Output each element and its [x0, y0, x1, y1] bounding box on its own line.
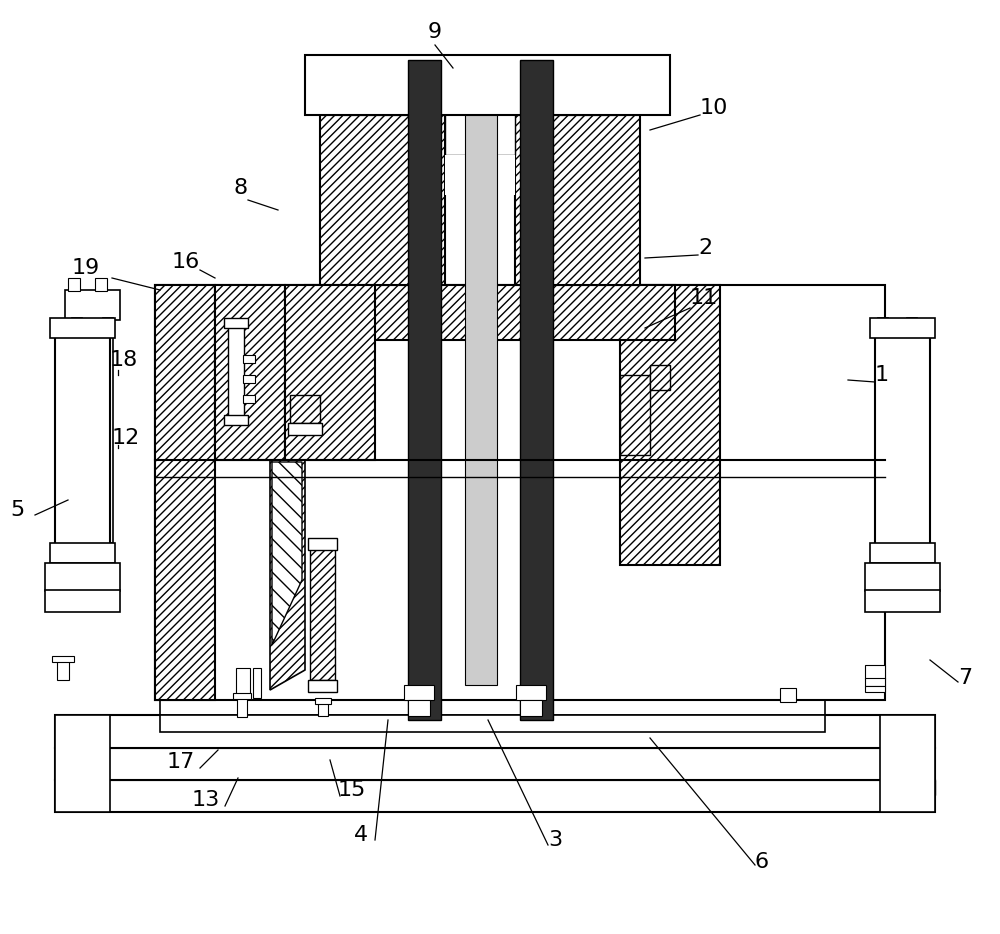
Bar: [865, 686, 885, 692]
Text: 17: 17: [167, 752, 195, 772]
Bar: [620, 375, 650, 455]
Bar: [50, 543, 115, 563]
Bar: [160, 715, 825, 732]
Bar: [50, 318, 115, 338]
Bar: [650, 365, 670, 390]
Bar: [55, 715, 935, 748]
Text: 15: 15: [338, 780, 366, 800]
Bar: [233, 693, 251, 699]
Text: 5: 5: [11, 500, 25, 520]
Text: 3: 3: [548, 830, 562, 850]
Bar: [465, 115, 497, 685]
Text: 9: 9: [428, 22, 442, 42]
Bar: [305, 285, 675, 340]
Bar: [865, 590, 940, 612]
Bar: [160, 698, 825, 715]
Bar: [520, 700, 542, 716]
Bar: [865, 563, 940, 591]
Bar: [318, 700, 328, 716]
Bar: [55, 748, 935, 780]
Text: 13: 13: [192, 790, 220, 810]
Bar: [103, 318, 113, 543]
Bar: [404, 685, 434, 700]
Bar: [865, 678, 885, 686]
Bar: [155, 285, 885, 700]
Text: 12: 12: [112, 428, 140, 448]
Bar: [55, 780, 90, 795]
Bar: [880, 715, 935, 812]
Bar: [875, 335, 930, 545]
Bar: [57, 658, 69, 680]
Bar: [224, 415, 248, 425]
Text: 18: 18: [110, 350, 138, 370]
Bar: [95, 278, 107, 291]
Bar: [308, 538, 337, 550]
Polygon shape: [270, 460, 305, 690]
Bar: [780, 688, 796, 702]
Bar: [55, 780, 935, 812]
Bar: [516, 685, 546, 700]
Bar: [305, 55, 670, 115]
Bar: [52, 656, 74, 662]
Bar: [878, 318, 888, 543]
Bar: [408, 700, 430, 716]
Text: 8: 8: [234, 178, 248, 198]
Bar: [320, 115, 445, 285]
Bar: [310, 540, 335, 680]
Bar: [445, 95, 515, 155]
Text: 4: 4: [354, 825, 368, 845]
Bar: [55, 335, 110, 545]
Bar: [520, 60, 553, 720]
Bar: [355, 60, 410, 95]
Bar: [345, 75, 615, 115]
Bar: [224, 318, 248, 328]
Text: 7: 7: [958, 668, 972, 688]
Bar: [45, 563, 120, 591]
Bar: [290, 395, 320, 423]
Bar: [155, 285, 215, 700]
Bar: [45, 590, 120, 612]
Text: 19: 19: [72, 258, 100, 278]
Bar: [243, 355, 255, 363]
Bar: [870, 543, 935, 563]
Bar: [620, 285, 720, 565]
Text: 2: 2: [698, 238, 712, 258]
Bar: [548, 60, 610, 95]
Text: 16: 16: [172, 252, 200, 272]
Bar: [870, 318, 935, 338]
Bar: [515, 115, 640, 285]
Bar: [68, 278, 80, 291]
Text: 1: 1: [875, 365, 889, 385]
Bar: [72, 318, 82, 543]
Text: 10: 10: [700, 98, 728, 118]
Bar: [243, 375, 255, 383]
Bar: [215, 285, 285, 460]
Bar: [315, 698, 331, 704]
Bar: [907, 318, 917, 543]
Bar: [65, 290, 120, 320]
Bar: [288, 423, 322, 435]
Bar: [900, 780, 935, 795]
Bar: [865, 665, 885, 679]
Bar: [228, 320, 244, 420]
Bar: [243, 395, 255, 403]
Bar: [308, 680, 337, 692]
Bar: [236, 668, 250, 698]
Bar: [237, 695, 247, 717]
Text: 6: 6: [755, 852, 769, 872]
Bar: [445, 155, 515, 195]
Polygon shape: [272, 462, 302, 645]
Bar: [253, 668, 261, 698]
Bar: [408, 60, 441, 720]
Bar: [285, 285, 375, 460]
Bar: [55, 715, 110, 812]
Text: 11: 11: [690, 288, 718, 308]
